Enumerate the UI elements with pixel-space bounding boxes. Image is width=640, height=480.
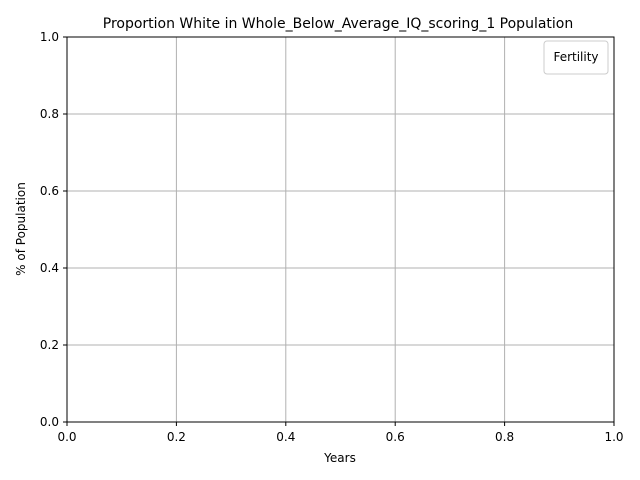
- x-tick-label: 0.8: [495, 430, 514, 444]
- x-tick-label: 0.4: [276, 430, 295, 444]
- plot-frame: [66, 36, 615, 423]
- x-axis-label: Years: [323, 451, 356, 465]
- legend-title: Fertility: [553, 50, 598, 64]
- y-tick-label: 0.8: [40, 107, 59, 121]
- x-tick-label: 1.0: [604, 430, 623, 444]
- y-tick-label: 0.4: [40, 261, 59, 275]
- y-axis-ticks: 0.0 0.2 0.4 0.6 0.8 1.0: [40, 30, 67, 429]
- y-tick-label: 0.0: [40, 415, 59, 429]
- y-axis-label: % of Population: [14, 182, 28, 276]
- x-axis-ticks: 0.0 0.2 0.4 0.6 0.8 1.0: [57, 422, 624, 444]
- grid: [66, 36, 615, 423]
- chart-title: Proportion White in Whole_Below_Average_…: [103, 16, 573, 32]
- y-tick-label: 0.6: [40, 184, 59, 198]
- x-tick-label: 0.2: [167, 430, 186, 444]
- x-tick-label: 0.0: [57, 430, 76, 444]
- y-tick-label: 0.2: [40, 338, 59, 352]
- legend-box: [543, 40, 609, 75]
- x-tick-label: 0.6: [386, 430, 405, 444]
- y-tick-label: 1.0: [40, 30, 59, 44]
- legend: Fertility: [543, 40, 609, 75]
